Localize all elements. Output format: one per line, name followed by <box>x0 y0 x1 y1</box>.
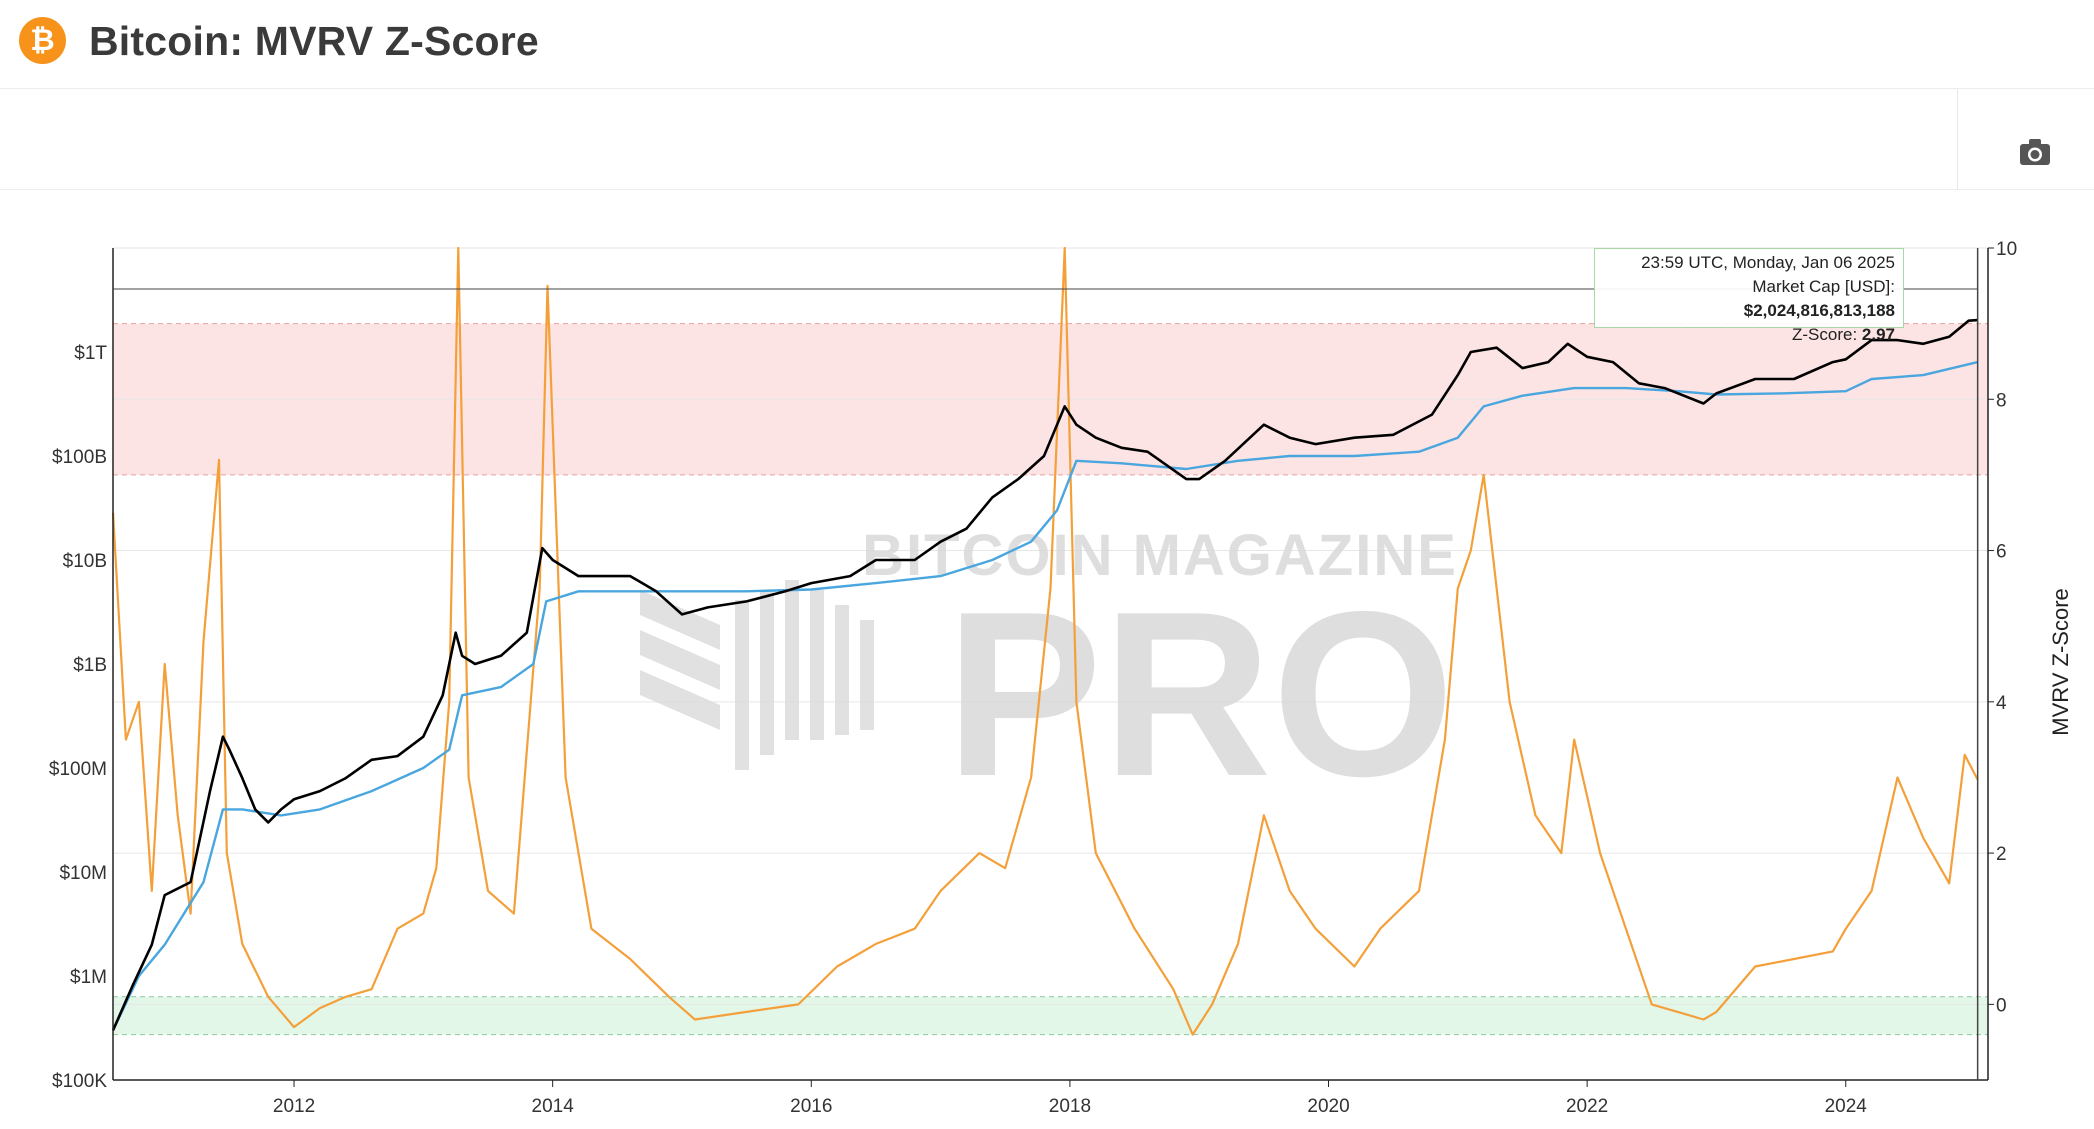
y-right-tick-label-1: 2 <box>1996 844 2007 865</box>
y-left-tick-label-1: $1M <box>70 967 107 988</box>
watermark-logo-icon <box>640 580 874 770</box>
y-left-tick-label-0: $100K <box>52 1071 107 1092</box>
x-tick-label-2018: 2018 <box>1049 1096 1091 1117</box>
grid-lines <box>113 247 1988 1005</box>
series-line-zscore <box>111 246 1979 1036</box>
y-left-tick-label-6: $100B <box>52 447 107 468</box>
y-right-tick-label-3: 6 <box>1996 542 2007 563</box>
bitcoin-logo-icon: ₿ <box>19 17 66 64</box>
x-tick-label-2020: 2020 <box>1307 1096 1349 1117</box>
right-axis-title: MVRV Z-Score <box>2048 588 2073 736</box>
tooltip-zscore-label: Z-Score: <box>1792 325 1862 344</box>
tick-labels: 2012 2014 2016 2018 2020 2022 2024 $100K $1M $10M… <box>49 239 2017 1117</box>
chart-toolbar <box>0 89 2094 190</box>
watermark-line1: BITCOIN MAGAZINE <box>862 523 1458 588</box>
y-right-tick-label-5: 10 <box>1996 239 2017 260</box>
x-tick-label-2012: 2012 <box>273 1096 315 1117</box>
tooltip-time: 23:59 UTC, Monday, Jan 06 2025 <box>1641 253 1895 272</box>
zone-band-1 <box>113 996 1988 1035</box>
tooltip-market-cap-label: Market Cap [USD]: <box>1752 277 1895 296</box>
series-line-market_cap <box>111 318 1978 1031</box>
tooltip-market-cap-value: $2,024,816,813,188 <box>1743 301 1895 320</box>
y-left-tick-label-4: $1B <box>73 655 107 676</box>
page-title: Bitcoin: MVRV Z-Score <box>89 18 539 64</box>
x-tick-label-2022: 2022 <box>1566 1096 1608 1117</box>
watermark-line2: PRO <box>945 562 1454 825</box>
y-left-tick-label-7: $1T <box>74 343 107 364</box>
y-left-tick-label-5: $10B <box>63 551 107 572</box>
y-right-tick-label-4: 8 <box>1996 390 2007 411</box>
y-left-tick-label-2: $10M <box>59 863 107 884</box>
bitcoin-glyph: ₿ <box>30 23 55 58</box>
x-tick-label-2014: 2014 <box>532 1096 575 1117</box>
watermark: BITCOIN MAGAZINE PRO <box>640 523 1458 825</box>
x-tick-label-2016: 2016 <box>790 1096 832 1117</box>
tooltip-zscore-value: 2.97 <box>1861 325 1895 344</box>
hover-tooltip: 23:59 UTC, Monday, Jan 06 2025 Market Ca… <box>1594 248 1904 344</box>
x-tick-label-2024: 2024 <box>1825 1096 1868 1117</box>
page-header: ₿ Bitcoin: MVRV Z-Score <box>0 0 2094 89</box>
toolbar-divider <box>1957 89 1958 189</box>
y-right-tick-label-2: 4 <box>1996 693 2007 714</box>
series-line-realized_cap <box>111 360 1978 1031</box>
tooltip-market-cap: Market Cap [USD]: $2,024,816,813,188 <box>1599 275 1895 323</box>
y-left-tick-label-3: $100M <box>49 759 107 780</box>
y-right-tick-label-0: 0 <box>1996 995 2007 1016</box>
series-lines <box>111 246 1979 1036</box>
camera-icon[interactable] <box>2018 137 2052 167</box>
tooltip-zscore: Z-Score: 2.97 <box>1599 323 1895 347</box>
